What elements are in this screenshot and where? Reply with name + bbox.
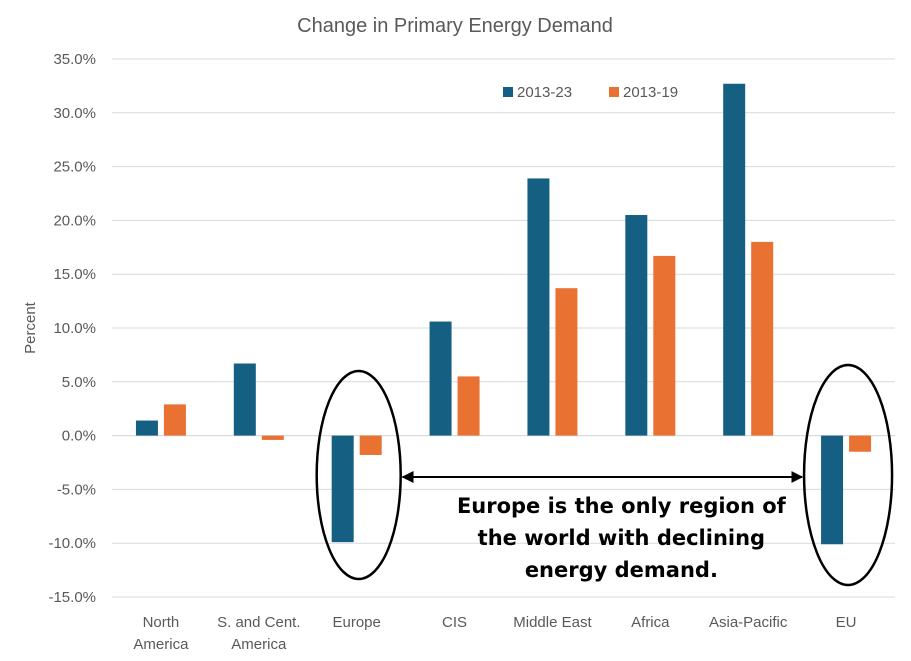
bar-series-1: [625, 215, 648, 436]
bar-series-2: [751, 241, 774, 436]
x-category-label: America: [133, 636, 189, 653]
x-category-label: EU: [836, 614, 857, 631]
annotation-text-line: energy demand.: [525, 558, 718, 582]
bar-series-2: [555, 288, 578, 436]
bars: [135, 83, 872, 545]
x-category-label: S. and Cent.: [217, 614, 300, 631]
legend: 2013-23 2013-19: [503, 84, 678, 101]
y-tick-label: 10.0%: [53, 320, 96, 337]
annotation-text-line: Europe is the only region of: [457, 494, 787, 518]
bar-series-1: [723, 83, 746, 436]
x-category-label: Europe: [333, 614, 381, 631]
bar-series-2: [359, 435, 382, 455]
legend-entry: 2013-23: [517, 84, 572, 101]
y-tick-label: 30.0%: [53, 105, 96, 122]
chart-title: Change in Primary Energy Demand: [297, 15, 613, 37]
y-tick-label: -10.0%: [48, 535, 96, 552]
bar-series-2: [457, 376, 480, 436]
y-tick-label: -5.0%: [57, 481, 96, 498]
y-tick-label: 15.0%: [53, 266, 96, 283]
bar-series-2: [653, 255, 676, 436]
x-axis-categories: North America S. and Cent. America Europe CIS…: [133, 614, 856, 653]
y-tick-label: 20.0%: [53, 212, 96, 229]
bar-series-1: [429, 321, 452, 436]
highlight-ellipse-eu: [802, 363, 894, 587]
bar-series-2: [261, 435, 284, 440]
annotation-text-line: the world with declining: [478, 526, 765, 550]
x-category-label: America: [231, 636, 287, 653]
bar-series-1: [527, 178, 550, 436]
legend-swatch: [503, 87, 513, 97]
x-category-label: CIS: [442, 614, 467, 631]
bar-series-1: [331, 435, 354, 543]
annotation: Europe is the only region of the world wi…: [315, 363, 894, 587]
x-category-label: Africa: [631, 614, 670, 631]
y-tick-label: 25.0%: [53, 159, 96, 176]
x-category-label: Middle East: [513, 614, 592, 631]
legend-entry: 2013-19: [623, 84, 678, 101]
bar-series-1: [135, 420, 158, 436]
y-axis-label: Percent: [22, 301, 39, 354]
y-tick-label: 35.0%: [53, 51, 96, 68]
x-category-label: North: [143, 614, 180, 631]
bar-series-1: [821, 435, 844, 545]
bar-series-2: [849, 435, 872, 452]
bar-series-1: [233, 363, 256, 436]
y-tick-label: -15.0%: [48, 589, 96, 606]
x-category-label: Asia-Pacific: [709, 614, 788, 631]
legend-swatch: [609, 87, 619, 97]
highlight-ellipse-europe: [315, 369, 402, 581]
y-axis-ticks: -15.0% -10.0% -5.0% 0.0% 5.0% 10.0% 15.0% 20.0%…: [48, 51, 96, 606]
y-tick-label: 0.0%: [62, 428, 96, 445]
y-tick-label: 5.0%: [62, 374, 96, 391]
bar-series-2: [163, 404, 186, 436]
